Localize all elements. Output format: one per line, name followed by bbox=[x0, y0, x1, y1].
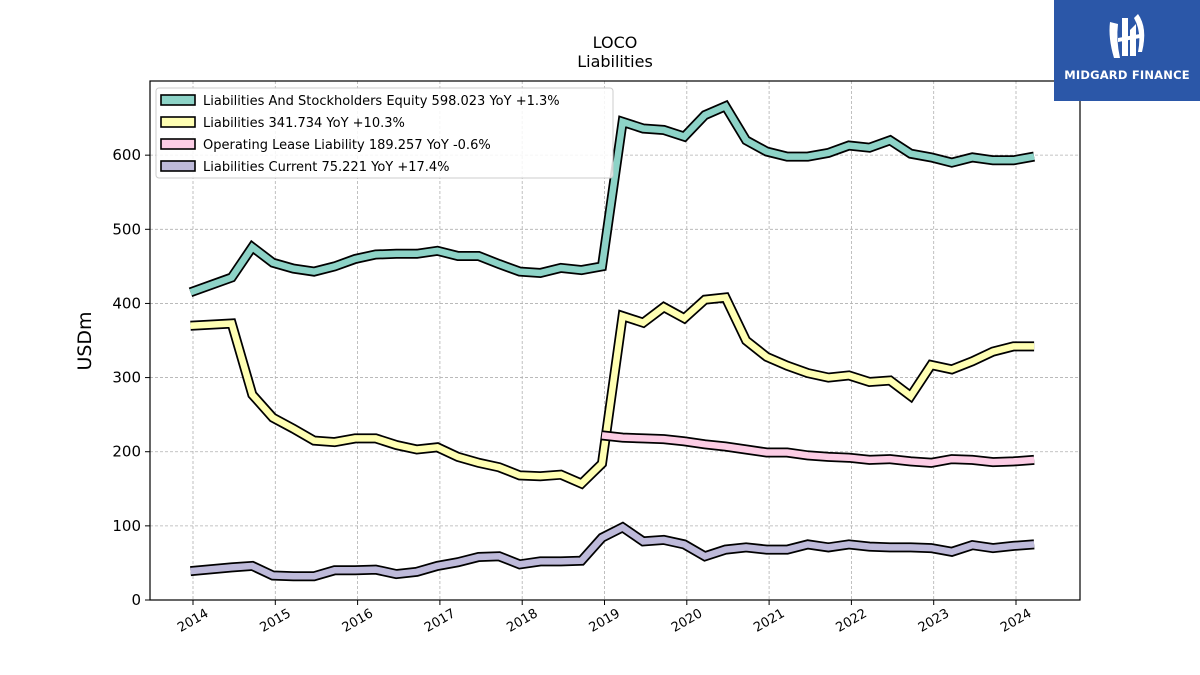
series-line bbox=[190, 294, 1035, 488]
legend-item: Operating Lease Liability 189.257 YoY -0… bbox=[160, 138, 491, 153]
legend-label: Liabilities 341.734 YoY +10.3% bbox=[203, 116, 405, 131]
legend-label: Liabilities Current 75.221 YoY +17.4% bbox=[203, 160, 450, 175]
legend-swatch bbox=[160, 138, 196, 150]
chart-title: LOCO bbox=[593, 33, 638, 52]
x-tick-label: 2017 bbox=[422, 606, 458, 636]
x-tick-label: 2019 bbox=[587, 606, 623, 636]
legend-label: Operating Lease Liability 189.257 YoY -0… bbox=[203, 138, 491, 153]
y-tick-label: 200 bbox=[112, 443, 141, 461]
x-tick-label: 2014 bbox=[175, 606, 211, 636]
legend-label: Liabilities And Stockholders Equity 598.… bbox=[203, 94, 560, 109]
series-line bbox=[189, 102, 1035, 296]
legend-item: Liabilities And Stockholders Equity 598.… bbox=[160, 94, 560, 109]
legend-item: Liabilities Current 75.221 YoY +17.4% bbox=[160, 160, 450, 175]
series-3 bbox=[190, 521, 1035, 582]
x-tick-label: 2020 bbox=[669, 606, 705, 636]
y-axis-label: USDm bbox=[74, 311, 96, 370]
series-line bbox=[190, 523, 1035, 580]
series-2 bbox=[601, 430, 1035, 468]
series-lines bbox=[188, 99, 1035, 582]
x-tick-label: 2021 bbox=[751, 606, 787, 636]
midgard-logo-icon bbox=[1109, 14, 1145, 58]
plot-frame bbox=[149, 80, 1081, 601]
legend-swatch bbox=[160, 116, 196, 128]
y-tick-label: 400 bbox=[112, 294, 141, 312]
series-1 bbox=[190, 292, 1035, 490]
series-0 bbox=[188, 99, 1035, 298]
x-tick-label: 2018 bbox=[504, 606, 540, 636]
legend-item: Liabilities 341.734 YoY +10.3% bbox=[160, 116, 405, 131]
legend: Liabilities And Stockholders Equity 598.… bbox=[155, 87, 614, 179]
y-tick-label: 500 bbox=[112, 220, 141, 238]
chart-subtitle: Liabilities bbox=[577, 52, 653, 71]
y-tick-label: 600 bbox=[112, 146, 141, 164]
x-tick-label: 2022 bbox=[834, 606, 870, 636]
y-tick-label: 0 bbox=[131, 591, 141, 609]
series-line bbox=[601, 432, 1035, 467]
x-tick-label: 2023 bbox=[916, 606, 952, 636]
y-tick-label: 300 bbox=[112, 369, 141, 387]
grid bbox=[150, 81, 1080, 601]
x-tick-label: 2016 bbox=[340, 606, 376, 636]
y-tick-label: 100 bbox=[112, 517, 141, 535]
logo-text: MIDGARD FINANCE bbox=[1064, 68, 1190, 82]
legend-swatch bbox=[160, 94, 196, 106]
brand-logo: MIDGARD FINANCE bbox=[1054, 0, 1200, 101]
x-axis-ticks: 2014 2015 2016 2017 2018 2019 2020 2021 2022 2023… bbox=[175, 600, 1034, 636]
legend-swatch bbox=[160, 160, 196, 172]
y-axis-ticks: 0 100 200 300 400 500 600 bbox=[112, 146, 150, 609]
x-tick-label: 2024 bbox=[998, 606, 1034, 636]
x-tick-label: 2015 bbox=[257, 606, 293, 636]
legend-box bbox=[155, 87, 614, 179]
